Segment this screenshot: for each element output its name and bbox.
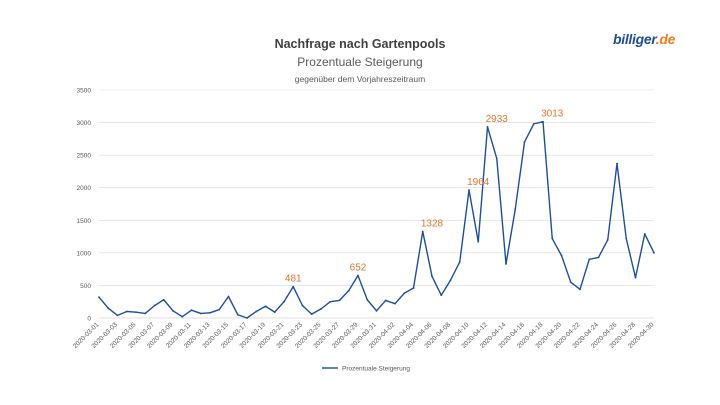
data-point xyxy=(125,310,128,313)
data-point xyxy=(486,126,489,128)
y-tick-label: 3500 xyxy=(77,88,92,95)
data-point xyxy=(551,237,554,240)
data-point xyxy=(606,238,609,241)
data-point xyxy=(523,141,526,144)
data-point xyxy=(190,309,193,312)
data-point xyxy=(135,311,137,314)
data-label: 1964 xyxy=(467,177,490,188)
y-tick-label: 0 xyxy=(87,316,91,323)
chart-note: gegenüber dem Vorjahreszeitraum xyxy=(294,74,426,84)
data-point xyxy=(449,279,452,282)
data-point xyxy=(421,230,424,233)
data-point xyxy=(458,261,461,263)
data-point xyxy=(505,263,507,265)
y-tick-label: 1000 xyxy=(77,250,92,257)
y-tick-label: 1500 xyxy=(77,218,92,225)
data-point xyxy=(653,251,655,254)
data-point xyxy=(412,287,415,289)
data-point xyxy=(98,296,100,299)
data-label: 2933 xyxy=(486,114,509,125)
data-point xyxy=(625,237,628,240)
data-point xyxy=(477,240,480,243)
data-point xyxy=(246,317,248,319)
data-point xyxy=(264,305,267,308)
brand-logo-part2: .de xyxy=(655,31,676,47)
data-point xyxy=(347,289,350,292)
data-point xyxy=(542,120,544,123)
data-point xyxy=(579,288,581,291)
y-tick-label: 500 xyxy=(80,283,91,290)
y-tick-label: 2500 xyxy=(77,153,92,160)
data-point xyxy=(495,157,498,160)
data-point xyxy=(209,311,211,314)
data-point xyxy=(273,311,276,314)
data-point xyxy=(107,307,110,310)
data-label: 481 xyxy=(285,274,302,285)
data-point xyxy=(431,275,433,278)
legend-label: Prozentuale Steigerung xyxy=(342,365,410,372)
data-point xyxy=(588,258,591,261)
data-point xyxy=(320,307,322,310)
data-point xyxy=(468,189,470,191)
data-point xyxy=(153,304,156,307)
series-line xyxy=(98,121,655,319)
data-point xyxy=(172,309,174,312)
data-point xyxy=(301,304,304,307)
data-point xyxy=(634,276,637,279)
data-point xyxy=(560,254,563,257)
data-label: 1328 xyxy=(421,218,444,229)
data-point xyxy=(199,312,202,315)
data-point xyxy=(181,315,184,318)
data-point xyxy=(643,233,646,235)
data-point xyxy=(616,162,618,165)
y-tick-label: 3000 xyxy=(77,120,92,127)
data-point xyxy=(532,122,535,125)
data-point xyxy=(375,309,378,312)
data-point xyxy=(310,313,313,315)
brand-logo-part1: billiger xyxy=(613,31,656,47)
data-point xyxy=(338,299,341,302)
data-label: 3013 xyxy=(541,109,564,120)
data-point xyxy=(227,295,230,298)
data-point xyxy=(514,208,517,211)
y-tick-label: 2000 xyxy=(77,185,92,192)
data-point xyxy=(597,256,600,259)
chart-subtitle: Prozentuale Steigerung xyxy=(297,55,423,69)
data-point xyxy=(569,281,572,284)
data-point xyxy=(292,285,295,288)
data-point xyxy=(283,300,285,303)
data-point xyxy=(357,274,359,277)
data-point xyxy=(384,299,387,302)
data-point xyxy=(144,312,147,315)
brand-logo: billiger.de xyxy=(613,31,675,47)
data-point xyxy=(440,294,443,297)
data-point xyxy=(366,298,369,301)
data-point xyxy=(218,308,221,311)
data-point xyxy=(394,302,396,305)
data-point xyxy=(403,292,406,295)
chart-title: Nachfrage nach Gartenpools xyxy=(274,37,446,51)
data-point xyxy=(236,313,239,316)
data-point xyxy=(255,310,258,313)
data-point xyxy=(116,314,119,317)
data-point xyxy=(329,300,332,303)
data-label: 652 xyxy=(350,263,367,274)
data-point xyxy=(162,298,165,301)
